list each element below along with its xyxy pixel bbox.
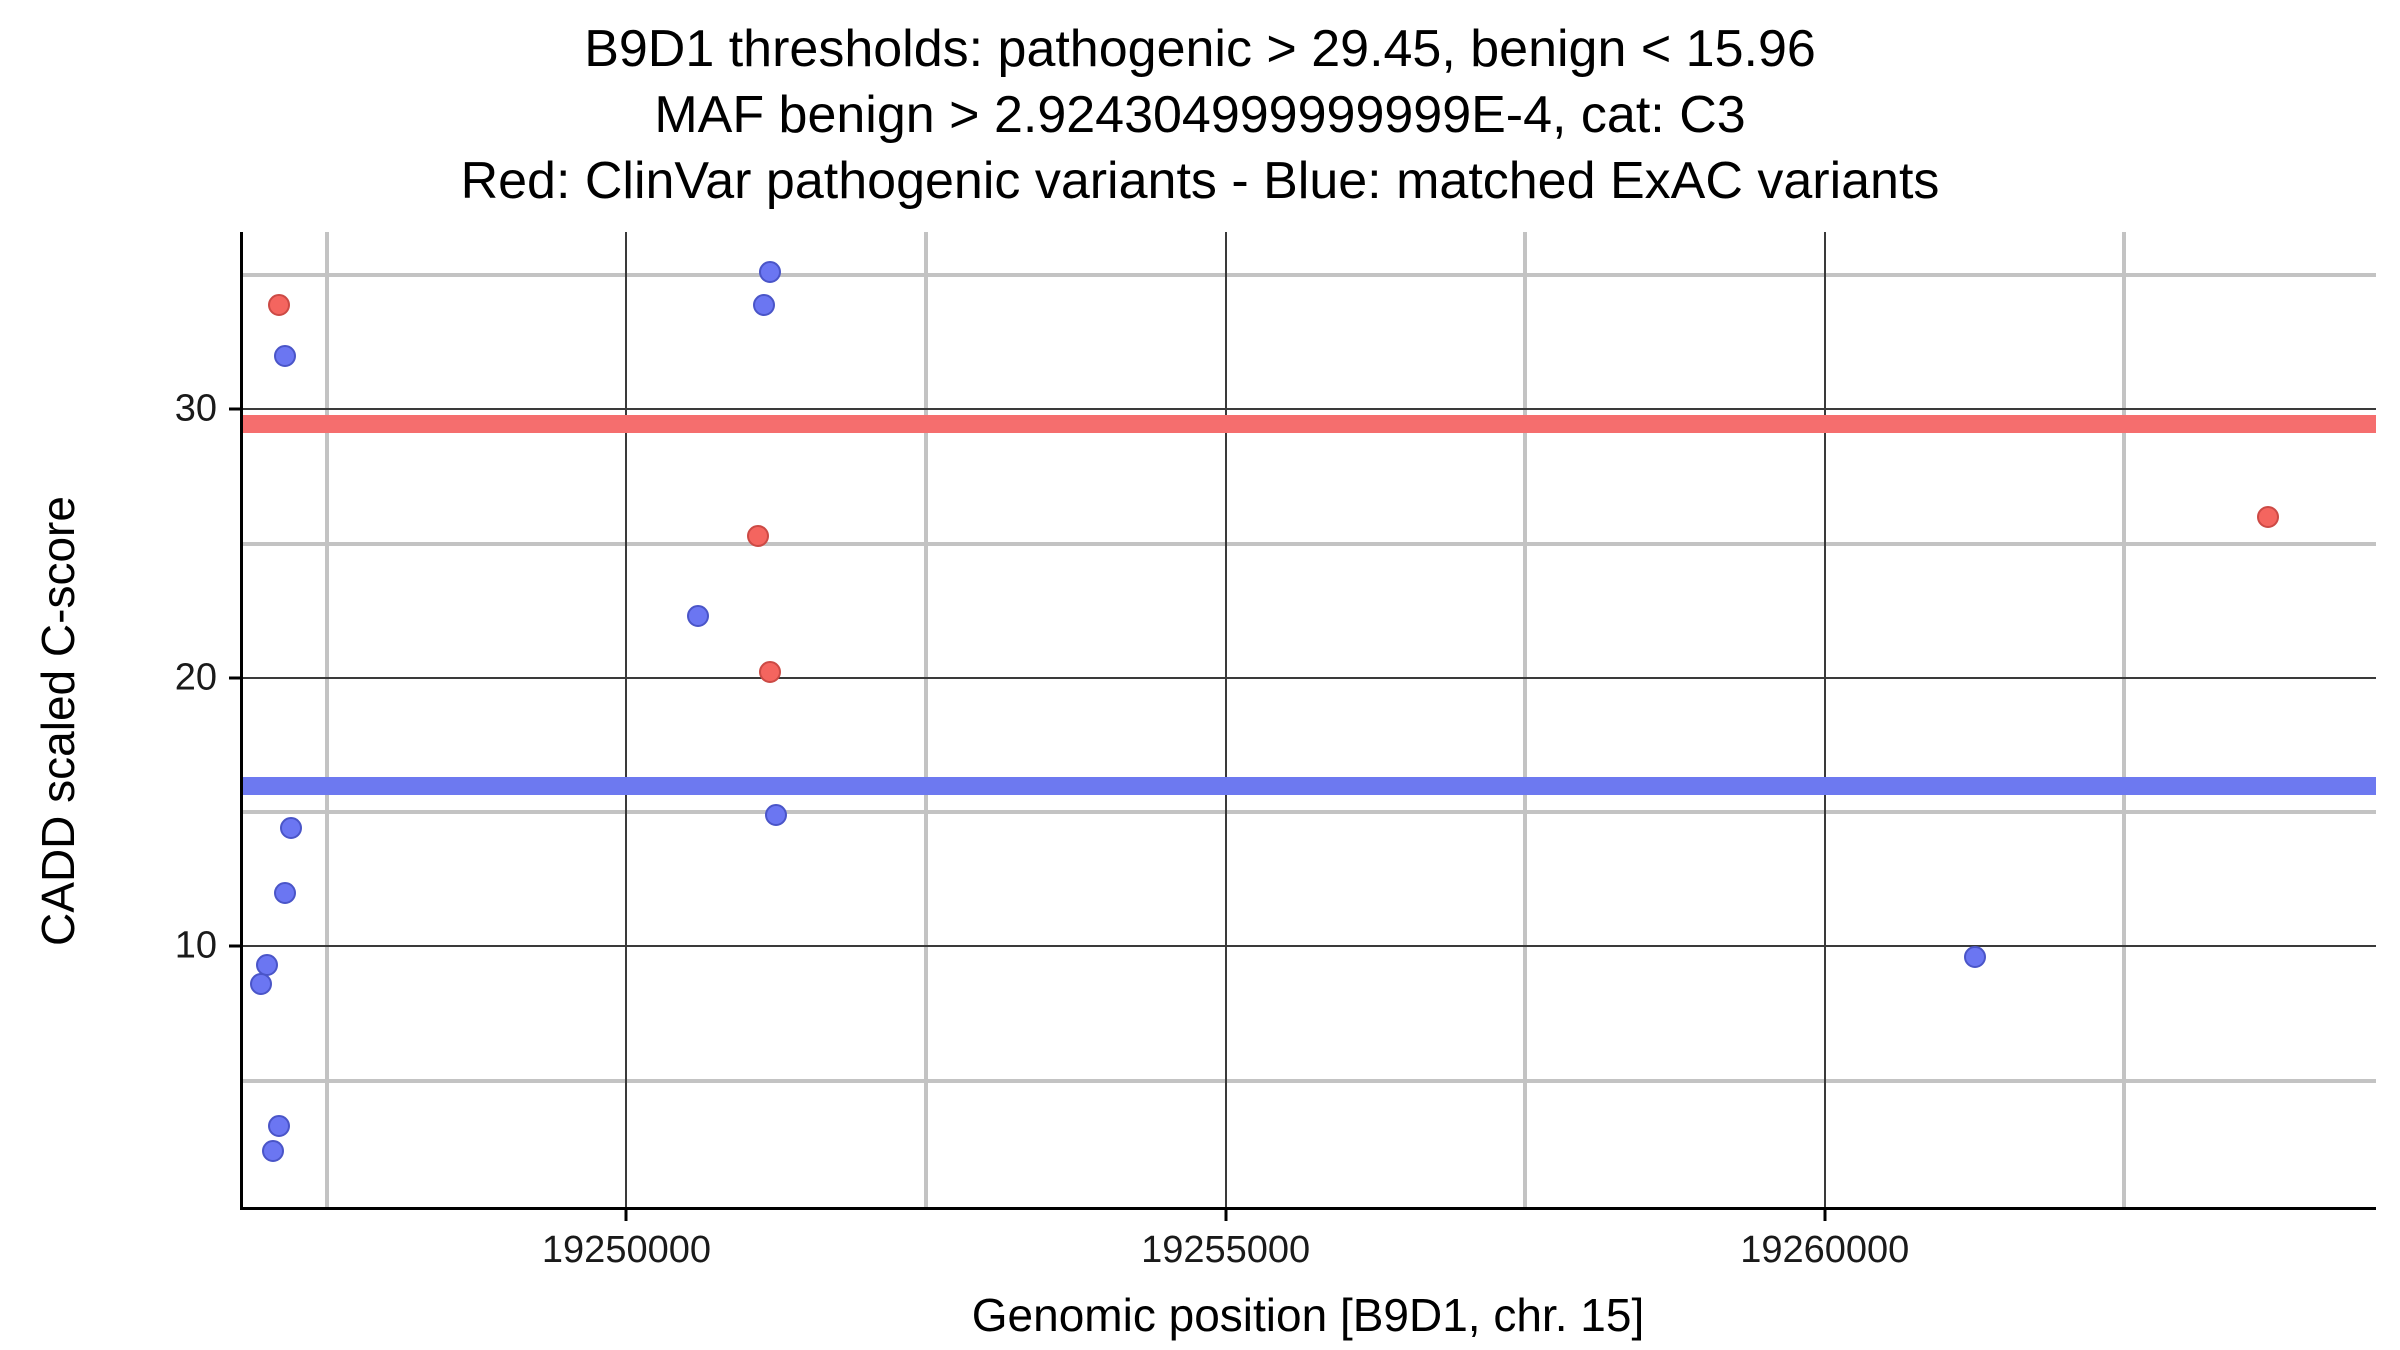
data-point-clinvar-pathogenic: [747, 524, 770, 547]
data-point-exac-matched: [753, 293, 776, 316]
y-minor-gridline: [243, 272, 2376, 277]
y-axis-tick: [229, 676, 243, 680]
y-minor-gridline: [243, 810, 2376, 815]
y-minor-gridline: [243, 1078, 2376, 1083]
y-major-gridline: [243, 408, 2376, 411]
data-point-exac-matched: [261, 1139, 284, 1162]
x-minor-gridline: [324, 232, 329, 1207]
benign-threshold-band: [243, 777, 2376, 796]
data-point-clinvar-pathogenic: [267, 293, 290, 316]
y-axis-tick: [229, 944, 243, 948]
x-axis-tick-label: 19255000: [1141, 1229, 1311, 1271]
x-minor-gridline: [924, 232, 929, 1207]
y-axis-tick-label: 20: [174, 656, 217, 699]
y-axis-tick-label: 30: [174, 387, 217, 430]
x-axis-tick: [1224, 1207, 1228, 1221]
data-point-exac-matched: [279, 817, 302, 840]
data-point-exac-matched: [687, 605, 710, 628]
data-point-exac-matched: [1963, 946, 1986, 969]
y-axis-title: CADD scaled C-score: [32, 496, 84, 946]
x-minor-gridline: [2122, 232, 2127, 1207]
x-axis-tick-label: 19250000: [541, 1229, 711, 1271]
data-point-exac-matched: [759, 261, 782, 284]
chart-title: B9D1 thresholds: pathogenic > 29.45, ben…: [0, 16, 2400, 214]
chart-title-line-2: MAF benign > 2.924304999999999E-4, cat: …: [654, 86, 1746, 144]
chart-title-line-3: Red: ClinVar pathogenic variants - Blue:…: [460, 152, 1940, 210]
data-point-exac-matched: [249, 973, 272, 996]
x-major-gridline: [1224, 232, 1227, 1207]
y-major-gridline: [243, 945, 2376, 948]
data-point-exac-matched: [273, 881, 296, 904]
data-point-exac-matched: [267, 1115, 290, 1138]
x-axis-title: Genomic position [B9D1, chr. 15]: [971, 1289, 1645, 1341]
x-axis-tick: [624, 1207, 628, 1221]
y-minor-gridline: [243, 541, 2376, 546]
x-major-gridline: [625, 232, 628, 1207]
data-point-clinvar-pathogenic: [759, 661, 782, 684]
y-axis-tick: [229, 407, 243, 411]
x-minor-gridline: [1523, 232, 1528, 1207]
y-major-gridline: [243, 676, 2376, 679]
data-point-exac-matched: [765, 803, 788, 826]
pathogenic-threshold-band: [243, 415, 2376, 434]
x-major-gridline: [1823, 232, 1826, 1207]
data-point-exac-matched: [273, 344, 296, 367]
data-point-clinvar-pathogenic: [2257, 505, 2280, 528]
plot-panel: 19250000 19255000 19260000 10 20 30: [175, 232, 2376, 1271]
x-axis-tick: [1823, 1207, 1827, 1221]
x-axis-tick-label: 19260000: [1740, 1229, 1910, 1271]
y-axis-tick-label: 10: [174, 924, 217, 967]
chart-title-line-1: B9D1 thresholds: pathogenic > 29.45, ben…: [584, 20, 1816, 78]
